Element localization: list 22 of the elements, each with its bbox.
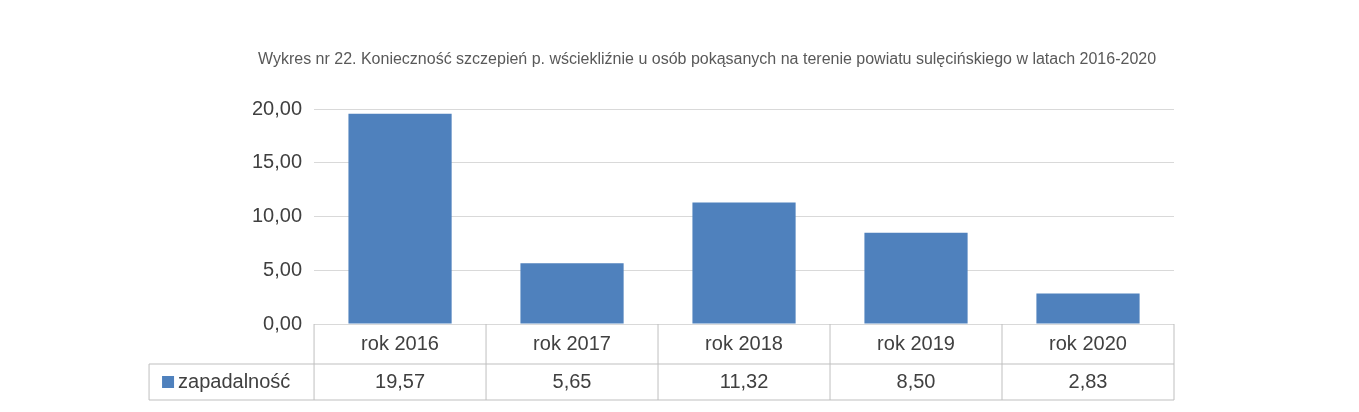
x-tick-label: rok 2016 bbox=[361, 331, 439, 354]
data-label: 19,57 bbox=[375, 369, 426, 392]
data-label: 8,50 bbox=[896, 369, 936, 392]
bar bbox=[692, 202, 796, 324]
y-tick-label: 0,00 bbox=[263, 311, 303, 334]
x-tick-label: rok 2018 bbox=[705, 331, 783, 354]
y-tick-label: 20,00 bbox=[251, 96, 303, 119]
bar bbox=[864, 232, 968, 324]
x-tick-label: rok 2020 bbox=[1049, 331, 1127, 354]
legend-label: zapadalność bbox=[178, 369, 291, 392]
chart-title: Wykres nr 22. Konieczność szczepień p. wściekliźnie u osób pokąsanych na terenie powiatu sulęcińskiego w latach 2016-2020 bbox=[257, 50, 1157, 68]
y-tick-label: 15,00 bbox=[251, 150, 303, 173]
y-tick-label: 5,00 bbox=[263, 257, 303, 280]
y-tick-label: 10,00 bbox=[251, 204, 303, 227]
x-tick-label: rok 2017 bbox=[533, 331, 611, 354]
data-label: 2,83 bbox=[1068, 369, 1108, 392]
x-tick-label: rok 2019 bbox=[877, 331, 955, 354]
data-label: 5,65 bbox=[552, 369, 592, 392]
bar bbox=[1036, 293, 1140, 324]
bar bbox=[348, 113, 452, 324]
data-label: 11,32 bbox=[719, 369, 769, 392]
bar bbox=[520, 263, 624, 324]
